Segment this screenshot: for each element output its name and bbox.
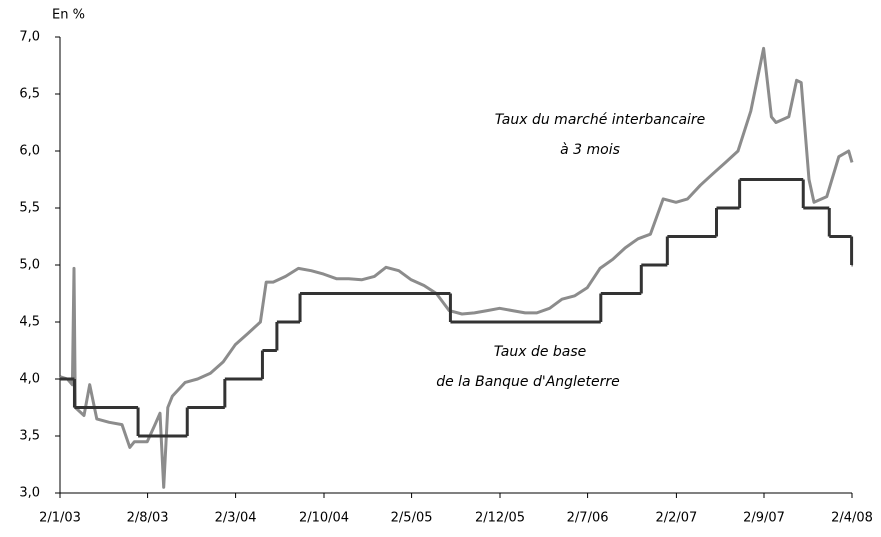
- annotation: Taux de base: [494, 344, 587, 360]
- y-tick-label: 3,0: [19, 486, 40, 501]
- x-tick-label: 2/1/03: [39, 511, 81, 526]
- annotation: de la Banque d'Angleterre: [436, 374, 620, 390]
- y-tick-label: 5,0: [19, 258, 40, 273]
- y-tick-label: 3,5: [19, 429, 40, 444]
- y-unit-label: En %: [52, 8, 85, 23]
- annotation: à 3 mois: [560, 142, 620, 158]
- y-tick-label: 6,0: [19, 144, 40, 159]
- annotation: Taux du marché interbancaire: [495, 112, 706, 128]
- y-tick-label: 6,5: [19, 87, 40, 102]
- x-tick-label: 2/5/05: [391, 511, 433, 526]
- y-tick-label: 4,0: [19, 372, 40, 387]
- series-line: [59, 46, 854, 489]
- y-tick-label: 7,0: [19, 30, 40, 45]
- x-tick-label: 2/10/04: [299, 511, 349, 526]
- x-tick-label: 2/7/06: [567, 511, 609, 526]
- x-tick-label: 2/2/07: [655, 511, 697, 526]
- x-tick-label: 2/8/03: [127, 511, 169, 526]
- x-tick-label: 2/3/04: [215, 511, 257, 526]
- y-tick-label: 4,5: [19, 315, 40, 330]
- x-tick-label: 2/9/07: [743, 511, 785, 526]
- x-tick-label: 2/4/08: [831, 511, 873, 526]
- x-tick-label: 2/12/05: [475, 511, 525, 526]
- y-tick-label: 5,5: [19, 201, 40, 216]
